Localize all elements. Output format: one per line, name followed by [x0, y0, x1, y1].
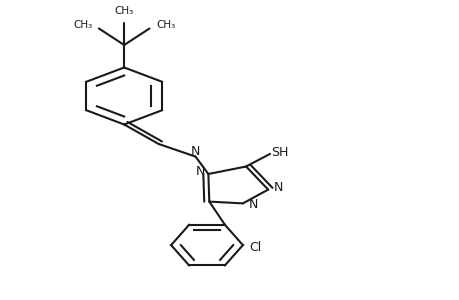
Text: CH₃: CH₃ [156, 20, 175, 30]
Text: CH₃: CH₃ [73, 20, 92, 30]
Text: N: N [195, 165, 204, 178]
Text: N: N [273, 181, 282, 194]
Text: SH: SH [271, 146, 288, 159]
Text: N: N [248, 198, 257, 211]
Text: Cl: Cl [249, 241, 261, 254]
Text: N: N [190, 145, 200, 158]
Text: CH₃: CH₃ [114, 5, 134, 16]
